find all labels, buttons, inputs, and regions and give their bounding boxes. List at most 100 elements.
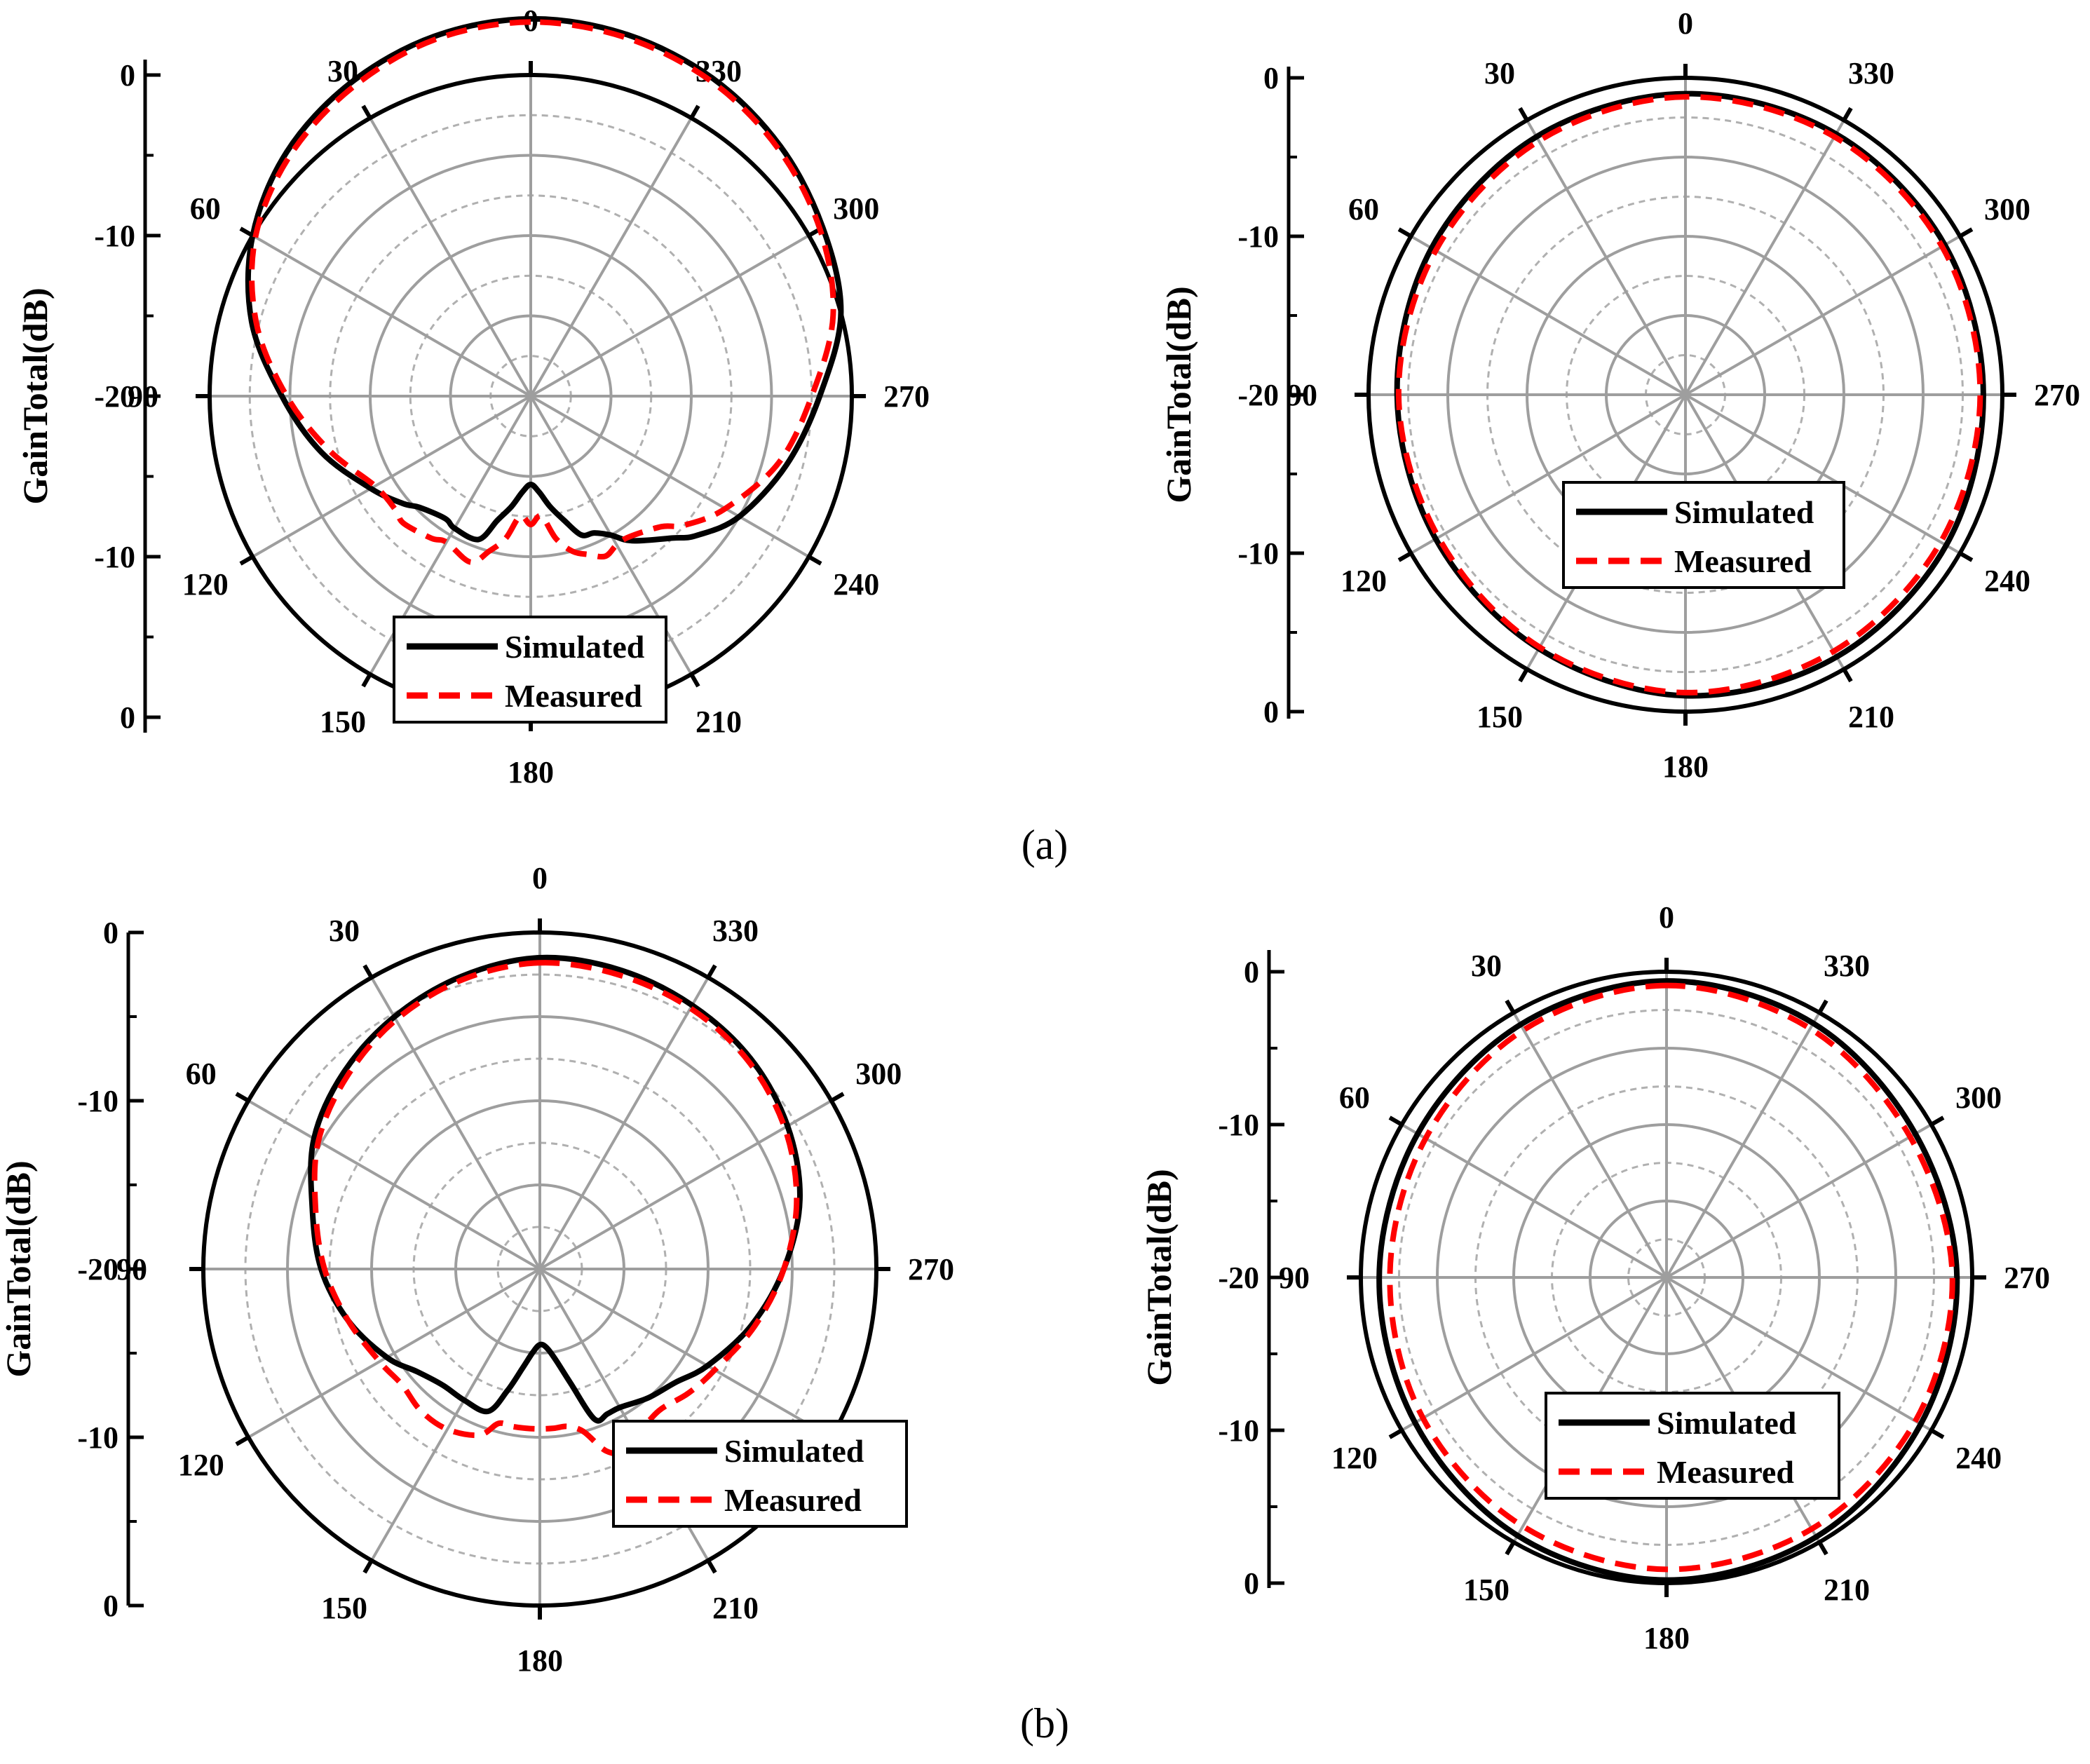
angle-tick-label: 30 bbox=[1471, 949, 1502, 983]
angle-tick-mark bbox=[706, 1559, 717, 1574]
legend-box bbox=[393, 616, 667, 724]
radial-tick-label: 0 bbox=[103, 916, 118, 950]
legend-box bbox=[1562, 481, 1845, 589]
angle-tick-mark bbox=[1397, 227, 1413, 238]
angle-tick-label: 300 bbox=[833, 191, 879, 226]
polar-plot-2: 03060901201501802102402703003300-10-20-1… bbox=[1159, 6, 2080, 784]
angle-tick-label: 270 bbox=[883, 379, 930, 414]
angle-tick-mark bbox=[1958, 227, 1974, 238]
legend: Simulated Measured bbox=[612, 1420, 908, 1528]
angle-tick-label: 330 bbox=[1824, 949, 1870, 983]
angle-tick-mark bbox=[1817, 999, 1828, 1014]
grid-spoke bbox=[538, 977, 710, 1270]
angle-tick-mark bbox=[1842, 667, 1853, 683]
series bbox=[245, 15, 844, 565]
radial-tick-label: 0 bbox=[120, 700, 135, 735]
measured-curve bbox=[1387, 982, 1955, 1573]
angle-tick-label: 30 bbox=[329, 914, 360, 948]
angle-tick-mark bbox=[689, 104, 700, 119]
legend-label: Simulated bbox=[724, 1433, 864, 1469]
polar-plot-3: 03060901201501802102402703003300-10-20-1… bbox=[0, 861, 954, 1678]
radial-tick-label: 0 bbox=[1263, 61, 1279, 95]
grid-spoke bbox=[1684, 235, 1961, 396]
polar-plot-4: 03060901201501802102402703003300-10-20-1… bbox=[1139, 900, 2050, 1655]
angle-tick-label: 180 bbox=[1662, 749, 1709, 784]
grid-spoke bbox=[370, 1268, 541, 1561]
angle-tick-label: 210 bbox=[712, 1591, 759, 1625]
angle-tick-mark bbox=[1505, 1541, 1516, 1556]
series bbox=[1376, 978, 1960, 1583]
legend-box bbox=[1545, 1392, 1840, 1500]
panel-label: (a) bbox=[1022, 822, 1068, 868]
grid-spoke bbox=[247, 1268, 541, 1439]
angle-tick-mark bbox=[1388, 1428, 1403, 1439]
legend-label: Measured bbox=[1674, 543, 1812, 579]
grid-spoke bbox=[252, 234, 532, 398]
angle-tick-label: 210 bbox=[1848, 700, 1894, 734]
angle-tick-label: 240 bbox=[833, 567, 879, 602]
grid-spoke bbox=[1401, 1123, 1667, 1279]
angle-tick-label: 330 bbox=[1848, 56, 1894, 90]
radial-tick-label: 0 bbox=[120, 58, 135, 93]
angle-tick-label: 210 bbox=[695, 705, 742, 739]
angle-tick-label: 60 bbox=[1348, 192, 1379, 226]
grid-spoke bbox=[369, 117, 532, 398]
angle-tick-mark bbox=[1518, 107, 1529, 122]
angle-tick-label: 210 bbox=[1824, 1573, 1870, 1607]
simulated-curve bbox=[308, 954, 803, 1424]
legend: Simulated Measured bbox=[1562, 481, 1845, 589]
angle-tick-label: 60 bbox=[190, 191, 221, 226]
series bbox=[1394, 90, 1986, 699]
angle-tick-label: 180 bbox=[517, 1643, 563, 1678]
angle-tick-label: 60 bbox=[186, 1057, 217, 1091]
angle-tick-label: 150 bbox=[320, 705, 366, 739]
legend-box bbox=[612, 1420, 908, 1528]
angle-tick-label: 270 bbox=[2004, 1261, 2050, 1295]
legend-label: Measured bbox=[724, 1482, 862, 1518]
radial-tick-label: -10 bbox=[1237, 219, 1279, 254]
angle-tick-label: 0 bbox=[1659, 900, 1674, 935]
polar-plot-1: 03060901201501802102402703003300-10-20-1… bbox=[15, 4, 930, 789]
legend-label: Measured bbox=[1657, 1454, 1794, 1490]
simulated-curve bbox=[245, 15, 844, 544]
radial-tick-label: -20 bbox=[77, 1252, 118, 1287]
angle-tick-label: 60 bbox=[1339, 1080, 1370, 1115]
angle-tick-label: 0 bbox=[1678, 6, 1693, 41]
radial-tick-label: -10 bbox=[1218, 1108, 1259, 1142]
legend-label: Simulated bbox=[1674, 494, 1814, 530]
angle-tick-mark bbox=[362, 964, 374, 979]
angle-tick-mark bbox=[362, 1559, 374, 1574]
angle-tick-label: 180 bbox=[1643, 1621, 1690, 1655]
angle-tick-label: 180 bbox=[508, 755, 554, 789]
radial-tick-label: -10 bbox=[1218, 1413, 1259, 1448]
angle-tick-label: 330 bbox=[712, 914, 759, 948]
angle-tick-label: 270 bbox=[2034, 378, 2080, 412]
legend: Simulated Measured bbox=[1545, 1392, 1840, 1500]
radial-tick-label: 0 bbox=[1263, 695, 1279, 729]
radial-tick-label: 0 bbox=[103, 1589, 118, 1623]
grid-spoke bbox=[529, 234, 810, 398]
angle-tick-label: 0 bbox=[532, 861, 548, 895]
angle-tick-label: 150 bbox=[321, 1591, 367, 1625]
radial-tick-label: 0 bbox=[1244, 955, 1259, 989]
grid-spoke bbox=[529, 395, 810, 558]
simulated-curve bbox=[1394, 90, 1986, 699]
grid-spoke bbox=[1526, 119, 1687, 396]
angle-tick-mark bbox=[239, 555, 254, 566]
angle-tick-label: 150 bbox=[1463, 1573, 1509, 1607]
angle-tick-label: 270 bbox=[908, 1252, 954, 1287]
angle-tick-mark bbox=[235, 1092, 250, 1103]
y-axis-label: GainTotal(dB) bbox=[1159, 286, 1198, 503]
angle-tick-mark bbox=[706, 964, 717, 979]
angle-tick-label: 300 bbox=[855, 1057, 902, 1091]
grid-spoke bbox=[529, 117, 693, 398]
grid-spoke bbox=[1666, 1123, 1932, 1279]
angle-tick-label: 300 bbox=[1984, 192, 2030, 226]
angle-tick-label: 300 bbox=[1955, 1080, 2002, 1115]
y-axis-label: GainTotal(dB) bbox=[15, 287, 55, 504]
radial-axis: 0 -10 -20 -10 0 GainTotal(dB) bbox=[15, 58, 161, 735]
legend: Simulated Measured bbox=[393, 616, 667, 724]
